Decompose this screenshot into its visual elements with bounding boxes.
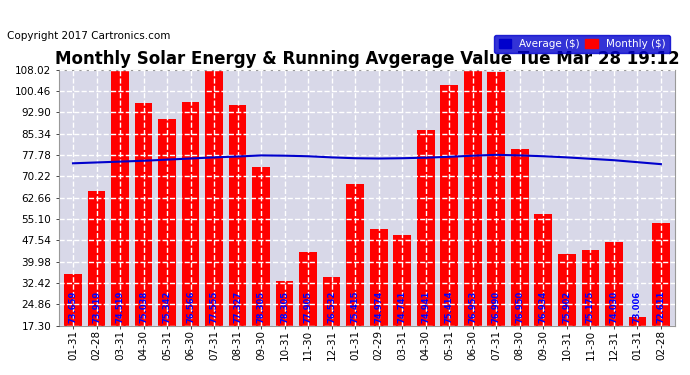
Text: 77.327: 77.327 (233, 291, 242, 323)
Legend: Average ($), Monthly ($): Average ($), Monthly ($) (494, 35, 670, 53)
Bar (181, 102, 199, 326)
Bar (535, 213, 552, 326)
Bar (111, 71, 129, 326)
Bar (346, 184, 364, 326)
Text: 75.414: 75.414 (445, 291, 454, 323)
Text: 78.305: 78.305 (280, 291, 289, 323)
Text: 77.555: 77.555 (210, 291, 219, 323)
Bar (582, 250, 599, 326)
Bar (487, 72, 505, 326)
Bar (253, 167, 270, 326)
Text: 76.950: 76.950 (515, 291, 524, 323)
Text: 76.953: 76.953 (469, 291, 477, 323)
Title: Monthly Solar Energy & Running Avgerage Value Tue Mar 28 19:12: Monthly Solar Energy & Running Avgerage … (55, 50, 679, 68)
Bar (511, 148, 529, 326)
Bar (605, 242, 622, 326)
Text: 74.974: 74.974 (374, 291, 383, 323)
Text: 74.030: 74.030 (609, 291, 618, 323)
Bar (440, 85, 458, 326)
Text: 76.990: 76.990 (492, 291, 501, 323)
Bar (417, 130, 435, 326)
Text: 72.611: 72.611 (656, 291, 665, 323)
Text: 73.006: 73.006 (633, 291, 642, 323)
Text: 75.038: 75.038 (139, 291, 148, 323)
Text: 74.741: 74.741 (397, 291, 406, 323)
Text: 75.902: 75.902 (562, 291, 571, 323)
Text: 74.941: 74.941 (421, 291, 431, 323)
Bar (229, 105, 246, 326)
Text: 74.519: 74.519 (115, 291, 124, 323)
Bar (205, 71, 223, 326)
Text: 75.342: 75.342 (163, 291, 172, 323)
Bar (370, 229, 388, 326)
Bar (276, 281, 293, 326)
Bar (629, 316, 647, 326)
Text: 78.305: 78.305 (257, 291, 266, 323)
Bar (64, 274, 82, 326)
Text: 76.934: 76.934 (539, 291, 548, 323)
Text: 73.659: 73.659 (68, 291, 77, 323)
Bar (558, 255, 575, 326)
Bar (393, 235, 411, 326)
Bar (323, 277, 340, 326)
Text: 76.566: 76.566 (186, 291, 195, 323)
Text: 75.415: 75.415 (351, 291, 359, 323)
Bar (464, 71, 482, 326)
Text: 73.919: 73.919 (92, 291, 101, 323)
Bar (135, 104, 152, 326)
Bar (158, 119, 176, 326)
Text: Copyright 2017 Cartronics.com: Copyright 2017 Cartronics.com (7, 32, 170, 41)
Text: 76.532: 76.532 (327, 291, 336, 323)
Text: 77.905: 77.905 (304, 291, 313, 323)
Bar (652, 224, 670, 326)
Bar (299, 252, 317, 326)
Bar (88, 191, 106, 326)
Text: 75.175: 75.175 (586, 291, 595, 323)
